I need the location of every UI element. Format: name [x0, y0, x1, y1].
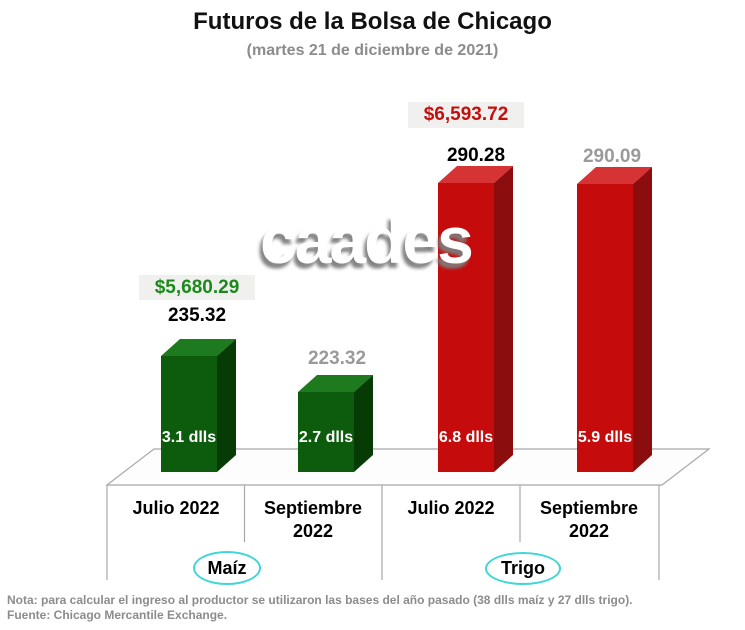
- group-label-maiz: Maíz: [193, 551, 261, 585]
- chart-subtitle: (martes 21 de diciembre de 2021): [246, 42, 499, 59]
- chart-title: Futuros de la Bolsa de Chicago: [193, 8, 552, 35]
- bar-front-face: [161, 356, 217, 472]
- bar-trigo-septiembre: [577, 167, 652, 472]
- chart-floor: [105, 448, 711, 486]
- price-label-trigo: $6,593.72: [408, 102, 524, 128]
- price-label-maiz: $5,680.29: [139, 275, 255, 300]
- footnote: Nota: para calcular el ingreso al produc…: [7, 593, 742, 623]
- category-label-trigo-septiembre: Septiembre 2022: [539, 498, 639, 541]
- ingreso-label-trigo-julio: 6.8 dlls: [438, 429, 494, 446]
- bar-maiz-septiembre: [298, 375, 373, 472]
- category-label-maiz-septiembre: Septiembre 2022: [263, 498, 363, 541]
- bar-front-face: [298, 392, 354, 472]
- bar-side-face: [494, 166, 513, 472]
- category-label-trigo-julio: Julio 2022: [407, 498, 495, 518]
- footnote-note: Nota: para calcular el ingreso al produc…: [7, 593, 633, 607]
- ingreso-label-trigo-septiembre: 5.9 dlls: [577, 429, 633, 446]
- bar-top-face: [577, 167, 652, 184]
- bar-side-face: [217, 339, 236, 472]
- bar-value-maiz-julio: 235.32: [167, 305, 227, 326]
- bar-value-trigo-septiembre: 290.09: [582, 146, 642, 167]
- bar-trigo-julio: [438, 166, 513, 472]
- category-label-maiz-julio: Julio 2022: [132, 498, 220, 518]
- bar-side-face: [354, 375, 373, 472]
- bar-top-face: [161, 339, 236, 356]
- bar-maiz-julio: [161, 339, 236, 472]
- bar-front-face: [438, 183, 494, 472]
- bar-front-face: [577, 184, 633, 472]
- group-label-trigo: Trigo: [485, 552, 561, 585]
- bar-side-face: [633, 167, 652, 472]
- ingreso-label-maiz-julio: 3.1 dlls: [161, 429, 217, 446]
- bar-value-maiz-septiembre: 223.32: [307, 348, 367, 369]
- bar-value-trigo-julio: 290.28: [446, 145, 506, 166]
- bar-top-face: [298, 375, 373, 392]
- watermark-caades: caades: [260, 203, 474, 277]
- ingreso-label-maiz-septiembre: 2.7 dlls: [298, 429, 354, 446]
- footnote-source: Fuente: Chicago Mercantile Exchange.: [7, 608, 228, 622]
- bar-top-face: [438, 166, 513, 183]
